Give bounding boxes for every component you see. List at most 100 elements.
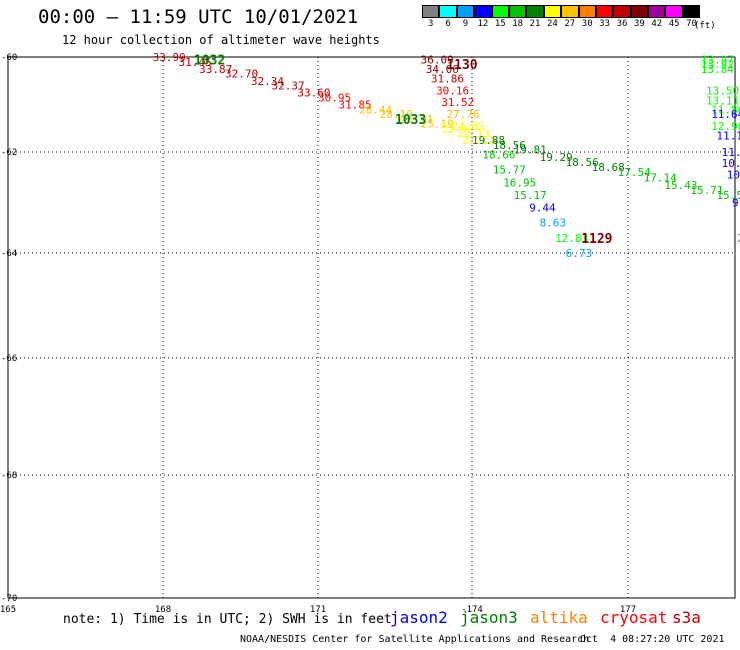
scale-label: 39	[633, 19, 645, 29]
scale-swatch	[422, 5, 440, 18]
plot-frame	[7, 56, 736, 599]
scale-label: 27	[564, 19, 576, 29]
swh-value-label: 12.90	[711, 120, 740, 133]
swh-value-label: 19.81	[514, 144, 547, 157]
scale-label: 36	[616, 19, 628, 29]
swh-value-label: 15.43	[664, 179, 697, 192]
swh-value-label: 11.11	[716, 129, 740, 142]
swh-value-label: 18.68	[592, 161, 625, 174]
swh-value-label: 9.44	[529, 202, 556, 215]
swh-value-label: 26.91	[400, 113, 433, 126]
swh-value-label: 11.65	[722, 146, 740, 159]
swh-value-label: 34.06	[426, 63, 459, 76]
color-scale-unit: (ft)	[694, 21, 716, 31]
y-tick-label: -60	[1, 53, 17, 63]
swh-value-label: 19.29	[540, 151, 573, 164]
color-scale-legend: 3 6 9 12 15 18 21 24 27 30 33 36 39 42 45 70 (ft)	[422, 5, 716, 31]
swh-value-label: 36.09	[421, 53, 454, 66]
scale-label: 42	[651, 19, 663, 29]
swh-value-label: 30.95	[318, 91, 351, 104]
swh-value-label: 25.19	[421, 118, 454, 131]
y-tick-label: -68	[1, 471, 17, 481]
scale-label: 18	[512, 19, 524, 29]
swh-value-label: 18.56	[566, 156, 599, 169]
x-tick-label: 165	[0, 605, 16, 615]
scale-swatch	[439, 5, 457, 18]
swh-value-label: 11.64	[711, 108, 740, 121]
swh-value-label: 8.63	[540, 217, 567, 230]
swh-value-label: 17.54	[618, 166, 651, 179]
swh-value-label: 13.84	[701, 63, 734, 76]
y-tick-label: -66	[1, 354, 17, 364]
swh-value-label: 15.77	[493, 164, 526, 177]
legend-cryosat: cryosat	[600, 608, 668, 627]
scale-swatch	[543, 5, 562, 18]
swh-value-label: 28.10	[380, 108, 413, 121]
x-tick-label: 168	[155, 605, 171, 615]
swh-value-label: 13.92	[701, 58, 734, 71]
scale-label: 45	[668, 19, 680, 29]
timestamp-text: Oct 4 08:27:20 UTC 2021	[580, 634, 725, 645]
swh-value-label: 27.76	[446, 108, 479, 121]
scale-label: 6	[445, 19, 451, 29]
scale-label: 9	[462, 19, 469, 29]
scale-swatch	[665, 5, 683, 18]
swh-value-label: 10.77	[722, 157, 740, 170]
legend-jason2: jason2	[390, 608, 448, 627]
x-tick-label: -174	[461, 605, 483, 615]
swh-value-label: 19.88	[472, 134, 505, 147]
swh-value-label: 18.56	[493, 139, 526, 152]
swh-value-label: 33.60	[297, 87, 330, 100]
swh-value-label: 31.86	[431, 72, 464, 85]
swh-value-label: 31.85	[339, 99, 372, 112]
swh-value-label: 2.91	[737, 232, 740, 245]
pass-time-label: 1032	[194, 53, 225, 68]
swh-value-label: 13.11	[706, 95, 739, 108]
scale-swatch	[648, 5, 666, 18]
swh-value-label: 30.16	[436, 84, 469, 97]
swh-value-label: 16.95	[503, 176, 536, 189]
note-text: note: 1) Time is in UTC; 2) SWH is in fe…	[63, 612, 392, 627]
color-scale-swatches	[422, 5, 701, 18]
scale-label: 70	[686, 19, 697, 29]
swh-value-label: 33.99	[153, 51, 186, 64]
swh-value-label: 15.17	[514, 189, 547, 202]
swh-value-label: 32.37	[272, 80, 305, 93]
swh-value-label: 11.86	[711, 103, 740, 116]
swh-value-label: 12.83	[555, 232, 588, 245]
y-tick-label: -70	[1, 594, 17, 604]
x-tick-label: 171	[310, 605, 326, 615]
swh-value-label: 6.73	[566, 247, 593, 260]
swh-value-label: 15.53	[716, 189, 740, 202]
swh-value-label: 22.13	[457, 127, 490, 140]
swh-value-label: 13.50	[706, 84, 739, 97]
scale-swatch	[578, 5, 596, 18]
legend-s3a: s3a	[672, 608, 701, 627]
scale-label: 33	[599, 19, 611, 29]
chart-subtitle: 12 hour collection of altimeter wave hei…	[62, 33, 380, 47]
chart-title: 00:00 – 11:59 UTC 10/01/2021	[38, 6, 359, 28]
swh-value-label: 18.66	[482, 149, 515, 162]
legend-altika: altika	[530, 608, 588, 627]
scale-label: 3	[427, 19, 434, 29]
swh-value-label: 32.34	[251, 75, 284, 88]
scale-swatch	[561, 5, 579, 18]
scale-swatch	[613, 5, 631, 18]
color-scale-labels: 3 6 9 12 15 18 21 24 27 30 33 36 39 42 45 70	[422, 19, 700, 29]
swh-value-label: 32.70	[225, 68, 258, 81]
pass-time-label: 1130	[446, 58, 477, 73]
scale-swatch	[508, 5, 527, 18]
credit-text: NOAA/NESDIS Center for Satellite Applica…	[240, 634, 590, 645]
scale-swatch	[595, 5, 614, 18]
scale-swatch	[456, 5, 475, 18]
scale-label: 15	[494, 19, 506, 29]
swh-value-label: 23.92	[441, 122, 474, 135]
swh-value-label: 28.44	[359, 103, 392, 116]
scale-label: 21	[529, 19, 541, 29]
pass-time-label: 1033	[395, 113, 426, 128]
swh-value-label: 17.14	[644, 171, 677, 184]
scale-swatch	[630, 5, 649, 18]
scale-swatch	[682, 5, 701, 18]
legend-jason3: jason3	[460, 608, 518, 627]
